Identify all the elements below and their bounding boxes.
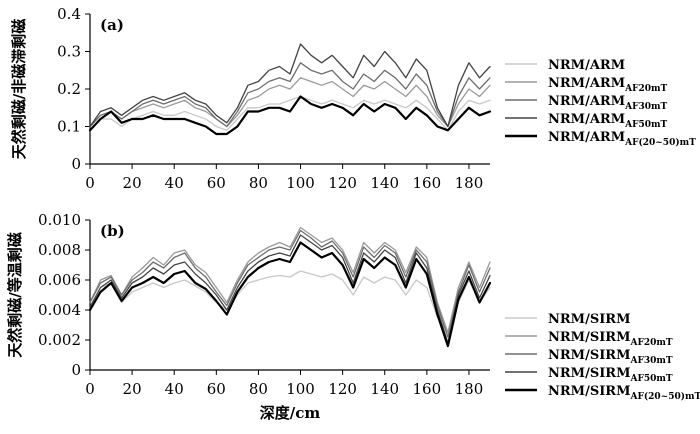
panel-a: (a) 天然剩磁/非磁滞剩磁 0 0.1 0.2 0.3 0.4 0 20 40 60 80 10… [10,5,696,192]
panel-b-y-ticks: 0 0.002 0.004 0.006 0.008 0.010 [38,211,90,379]
series-line-a-3 [89,43,491,128]
legend-subscript: AF50mT [624,120,667,130]
panel-b-series [88,226,492,348]
y-tick-label: 0 [71,361,81,379]
y-tick-label: 0.008 [38,241,81,259]
legend-base: NRM/SIRM [548,330,631,345]
series-line-b-2 [89,229,491,338]
x-tick-label: 100 [286,380,315,398]
x-tick-label: 80 [249,380,268,398]
legend-subscript: AF50mT [630,374,673,384]
x-tick-label: 160 [413,380,442,398]
panel-a-legend: NRM/ARMNRM/ARMAF20mTNRM/ARMAF30mTNRM/ARM… [505,58,696,148]
x-tick-label: 140 [370,174,399,192]
x-tick-label: 180 [455,380,484,398]
legend-entry: NRM/ARMAF20mT [548,76,668,94]
legend-base: NRM/SIRM [548,366,631,381]
y-tick-label: 0.1 [57,118,81,136]
legend-subscript: AF(20~50)mT [624,137,696,148]
legend-entry: NRM/ARMAF50mT [548,112,668,130]
panel-b: (b) 天然剩磁/等温剩磁 0 0.002 0.004 0.006 0.008 0.010… [6,211,700,422]
series-line-a-4 [88,95,492,136]
y-tick-label: 0.010 [38,211,81,229]
x-tick-label: 180 [455,174,484,192]
x-tick-label: 60 [207,380,226,398]
legend-base: NRM/ARM [548,94,625,109]
legend-entry: NRM/SIRM [548,312,631,327]
legend-base: NRM/SIRM [548,312,631,327]
panel-b-ylabel: 天然剩磁/等温剩磁 [6,232,24,357]
panel-a-series [88,43,492,136]
x-tick-label: 40 [165,380,184,398]
legend-entry: NRM/ARMAF(20~50)mT [548,130,696,148]
y-tick-label: 0 [71,155,81,173]
legend-subscript: AF30mT [624,102,667,112]
panel-b-x-ticks: 0 20 40 60 80 100 120 140 160 180 [85,370,483,398]
legend-subscript: AF20mT [630,338,673,348]
x-tick-label: 0 [85,380,95,398]
legend-subscript: AF20mT [624,84,667,94]
legend-subscript: AF(20~50)mT [630,391,700,402]
legend-entry: NRM/SIRMAF30mT [548,348,673,366]
x-tick-label: 100 [286,174,315,192]
x-tick-label: 120 [328,174,357,192]
panel-a-label: (a) [100,16,124,34]
panel-a-x-ticks: 0 20 40 60 80 100 120 140 160 180 [85,164,483,192]
y-tick-label: 0.3 [57,43,81,61]
x-tick-label: 40 [165,174,184,192]
y-tick-label: 0.002 [38,331,81,349]
series-line-a-0 [89,95,491,131]
legend-base: NRM/SIRM [548,348,631,363]
panel-b-legend: NRM/SIRMNRM/SIRMAF20mTNRM/SIRMAF30mTNRM/… [505,312,700,402]
legend-entry: NRM/SIRMAF20mT [548,330,673,348]
x-tick-label: 20 [123,380,142,398]
x-axis-title: 深度/cm [260,404,321,422]
x-tick-label: 60 [207,174,226,192]
panel-a-y-ticks: 0 0.1 0.2 0.3 0.4 [57,5,90,173]
legend-entry: NRM/ARMAF30mT [548,94,668,112]
x-tick-label: 20 [123,174,142,192]
legend-base: NRM/ARM [548,76,625,91]
legend-subscript: AF30mT [630,356,673,366]
x-tick-label: 120 [328,380,357,398]
legend-base: NRM/ARM [548,130,625,145]
y-tick-label: 0.004 [38,301,81,319]
y-tick-label: 0.4 [57,5,81,23]
x-tick-label: 0 [85,174,95,192]
panel-b-label: (b) [100,222,125,240]
x-tick-label: 140 [370,380,399,398]
legend-entry: NRM/SIRMAF(20~50)mT [548,384,700,402]
legend-base: NRM/ARM [548,112,625,127]
series-line-b-0 [89,270,491,334]
series-line-a-2 [89,62,491,128]
series-line-b-4 [88,241,492,348]
y-tick-label: 0.006 [38,271,81,289]
legend-entry: NRM/ARM [548,58,625,73]
series-line-a-1 [89,77,491,128]
x-tick-label: 160 [413,174,442,192]
legend-entry: NRM/SIRMAF50mT [548,366,673,384]
y-tick-label: 0.2 [57,80,81,98]
series-line-b-1 [89,226,491,334]
panel-a-ylabel: 天然剩磁/非磁滞剩磁 [10,19,28,159]
x-tick-label: 80 [249,174,268,192]
legend-base: NRM/ARM [548,58,625,73]
legend-base: NRM/SIRM [548,384,631,399]
series-line-b-3 [89,234,491,344]
